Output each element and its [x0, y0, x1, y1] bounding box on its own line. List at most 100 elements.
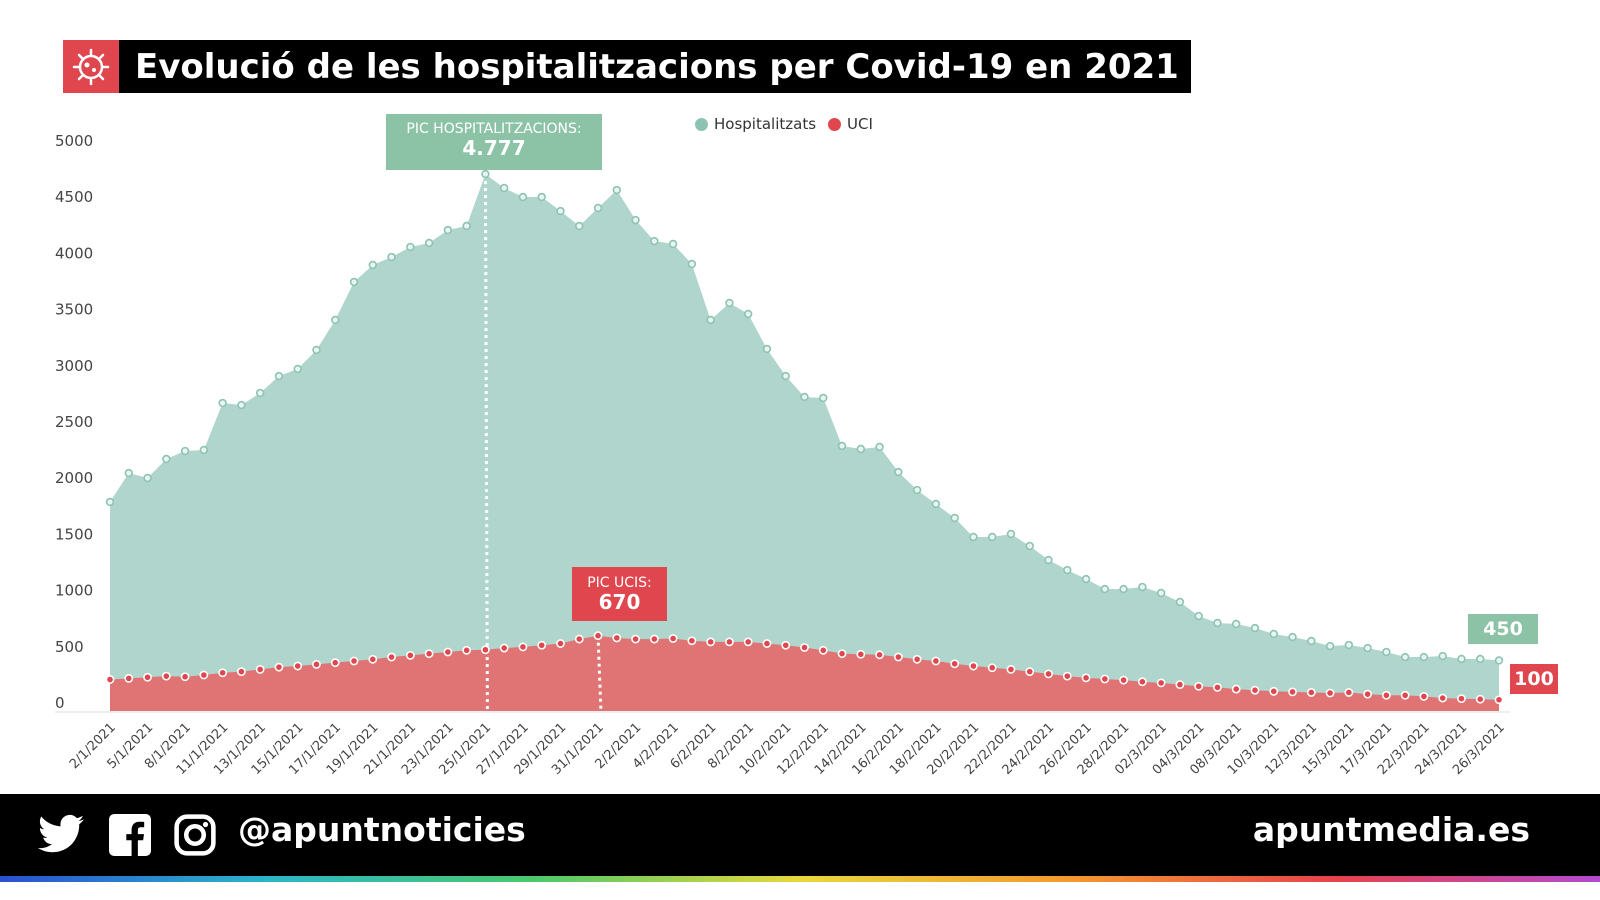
y-tick-label: 500	[55, 638, 84, 656]
virus-icon	[63, 40, 119, 93]
hospital-point	[387, 252, 396, 262]
uci-point	[199, 670, 209, 680]
hospital-area	[110, 174, 1499, 712]
footer: @apuntnoticies apuntmedia.es	[0, 794, 1600, 876]
hospital-point	[1494, 656, 1504, 665]
uci-point	[462, 645, 472, 655]
uci-point	[1306, 688, 1316, 697]
hospital-point	[1400, 652, 1410, 662]
uci-point	[950, 659, 960, 669]
uci-point	[1006, 665, 1016, 674]
uci-point	[687, 636, 697, 646]
hospital-point	[612, 185, 621, 195]
facebook-icon[interactable]	[109, 814, 151, 856]
hospital-point	[819, 393, 828, 403]
uci-point	[368, 654, 378, 664]
legend-hospital: Hospitalitzats	[714, 115, 817, 133]
hospital-point	[1288, 632, 1297, 642]
uci-point	[1494, 695, 1504, 705]
hospital-point	[499, 183, 509, 193]
uci-point	[574, 634, 584, 644]
uci-point	[236, 667, 246, 677]
uci-area	[110, 635, 1499, 711]
area-chart: 0 500 1000 1500 2000 2500 3000 3500 4000 4500 5000…	[55, 132, 1510, 778]
uci-point	[1288, 687, 1297, 697]
uci-point	[743, 637, 753, 647]
website-link[interactable]: apuntmedia.es	[1252, 810, 1530, 849]
hospital-point	[931, 499, 941, 509]
hospital-point	[875, 442, 884, 452]
uci-point	[218, 668, 228, 678]
social-handle[interactable]: @apuntnoticies	[238, 810, 526, 849]
uci-point	[143, 672, 152, 682]
uci-point	[612, 633, 622, 643]
hospital-point	[443, 225, 453, 235]
uci-point	[499, 643, 509, 653]
hospital-point	[631, 215, 640, 225]
hospital-point	[1138, 582, 1147, 592]
uci-point	[1269, 686, 1279, 696]
uci-point	[762, 639, 772, 648]
uci-point	[1381, 690, 1391, 700]
annotation-label: PIC UCIS:	[587, 575, 652, 591]
hospital-point	[725, 298, 734, 308]
uci-point	[537, 640, 547, 650]
annotation-label: PIC HOSPITALITZACIONS:	[406, 121, 582, 137]
uci-point	[1194, 681, 1204, 691]
uci-point	[800, 643, 809, 652]
hospital-point	[1194, 611, 1203, 621]
hospital-point	[518, 192, 528, 202]
uci-point	[1175, 680, 1185, 689]
hospital-point	[293, 364, 302, 374]
hospital-point	[312, 345, 321, 355]
uci-point	[349, 656, 359, 666]
hospital-point	[650, 236, 659, 246]
hospital-point	[575, 221, 584, 231]
peak-hospital-line	[483, 174, 489, 714]
uci-point	[1025, 667, 1035, 677]
uci-point	[931, 656, 941, 666]
hospital-point	[255, 388, 265, 398]
uci-point	[856, 649, 866, 659]
uci-point	[631, 634, 640, 644]
hospital-point	[1100, 584, 1110, 594]
hospital-point	[124, 468, 133, 478]
hospital-point	[1363, 643, 1372, 653]
uci-point	[556, 639, 565, 648]
hospital-point	[1476, 654, 1485, 664]
hospital-point	[800, 392, 809, 402]
hospital-point	[1044, 555, 1053, 565]
y-tick-label: 1000	[55, 582, 93, 600]
hospital-point	[950, 513, 959, 523]
hospital-point	[424, 238, 434, 248]
uci-point	[837, 649, 847, 659]
instagram-icon[interactable]	[174, 814, 216, 856]
hospital-point	[556, 206, 565, 216]
legend: Hospitalitzats UCI	[695, 115, 873, 133]
uci-point	[1475, 694, 1485, 704]
hospital-point	[593, 203, 603, 213]
end-label-uci: 100	[1510, 664, 1558, 694]
legend-swatch-hospital	[695, 117, 708, 131]
uci-point	[893, 652, 903, 662]
uci-point	[668, 634, 678, 643]
twitter-icon[interactable]	[38, 814, 84, 854]
uci-point	[180, 672, 190, 682]
hospital-point	[237, 400, 246, 410]
uci-point	[481, 645, 490, 655]
hospital-point	[481, 169, 490, 179]
hospital-point	[274, 371, 284, 381]
hospital-point	[218, 398, 227, 408]
uci-point	[1438, 693, 1448, 703]
y-tick-label: 2500	[55, 413, 93, 431]
uci-point	[649, 634, 659, 644]
uci-point	[1231, 684, 1241, 694]
uci-point	[1250, 685, 1260, 695]
color-stripe	[0, 876, 1600, 882]
uci-point	[274, 662, 284, 672]
hospital-point	[462, 221, 471, 231]
hospital-point	[1419, 652, 1429, 662]
hospital-point	[1325, 641, 1335, 651]
hospital-point	[1344, 640, 1354, 650]
uci-point	[1081, 673, 1091, 683]
